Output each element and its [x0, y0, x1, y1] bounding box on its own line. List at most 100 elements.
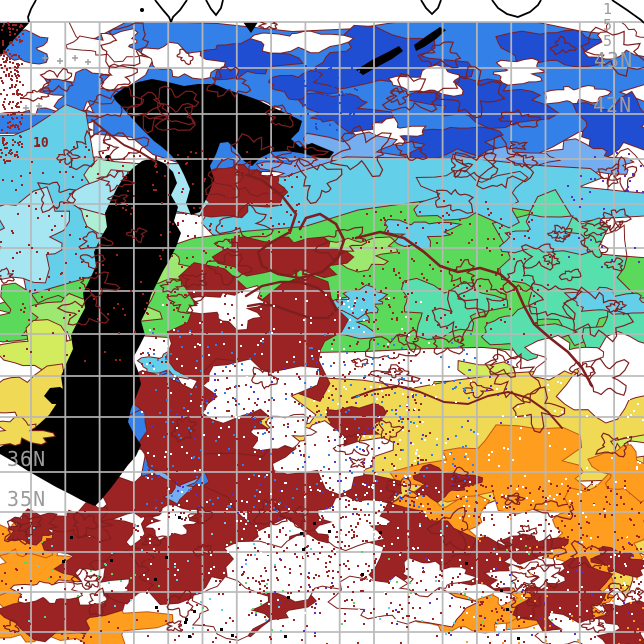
contour-layer — [0, 22, 644, 634]
contour-ring — [187, 505, 214, 525]
latitude-label: 35N — [7, 487, 46, 511]
contour-ring — [364, 333, 422, 360]
speckle-group-darkblue — [300, 61, 360, 132]
sst-region-darkred-77 — [211, 236, 355, 279]
contour-ring — [476, 134, 535, 190]
contour-ring — [512, 386, 566, 434]
contour-ring — [166, 620, 183, 633]
coastline — [205, 0, 224, 17]
contour-ring — [508, 141, 529, 151]
contour-ring — [0, 267, 15, 284]
speckle-group-darkred — [140, 290, 431, 582]
contour-ring — [431, 335, 466, 356]
cross-marker — [57, 58, 63, 64]
contour-ring — [20, 88, 52, 102]
contour-ring — [553, 224, 573, 243]
sst-region-white-102 — [249, 413, 318, 452]
contour-ring — [36, 181, 77, 214]
contour-ring — [66, 129, 111, 171]
contour-ring — [176, 48, 194, 66]
contour-ring — [510, 571, 541, 591]
contour-ring — [230, 133, 285, 181]
contour-ring — [251, 366, 279, 390]
contour-ring — [448, 258, 476, 288]
contour-ring — [397, 329, 419, 354]
contour-ring — [457, 277, 507, 318]
cross-marker — [42, 55, 48, 61]
contour-ring — [79, 254, 107, 270]
contour-ring — [349, 457, 366, 469]
contour-ring — [79, 271, 121, 298]
contour-ring — [213, 238, 240, 253]
contour-ring — [180, 273, 208, 288]
islet-1 — [140, 8, 144, 12]
thermal-front-2 — [351, 385, 563, 429]
speckle-group-darkred — [152, 150, 302, 272]
contour-ring — [594, 432, 633, 458]
longitude-label-char: 5 — [603, 16, 612, 34]
contour-ring — [295, 157, 343, 204]
latitude-label: 43N — [594, 48, 633, 72]
contour-ring — [533, 500, 575, 520]
sst-region-darkblue-10 — [572, 90, 644, 161]
contour-ring — [381, 73, 441, 113]
contour-ring — [606, 582, 630, 602]
contour-ring — [516, 524, 538, 540]
contour-ring — [95, 170, 137, 193]
contour-ring — [417, 41, 462, 69]
contour-ring — [435, 188, 475, 214]
contour-ring — [378, 419, 404, 445]
sst-region-white-95 — [271, 420, 394, 496]
contour-ring — [215, 202, 274, 239]
contour-ring — [350, 357, 370, 368]
coastline — [154, 0, 172, 23]
contour-ring — [431, 289, 487, 344]
sst-region-white-16 — [492, 57, 548, 86]
contour-ring — [154, 102, 196, 131]
contour-ring — [561, 286, 635, 343]
contour-ring — [257, 22, 279, 30]
contour-ring — [313, 226, 368, 261]
contour-ring — [78, 230, 114, 250]
landmass-5 — [414, 27, 446, 51]
coastline — [420, 0, 442, 16]
contour-ring — [106, 194, 130, 205]
speckle-group-orange — [466, 481, 644, 644]
contour-ring — [567, 539, 608, 569]
contour-ring — [143, 85, 200, 126]
contour-ring — [39, 67, 74, 93]
contour-ring — [100, 22, 150, 69]
contour-ring — [125, 227, 148, 244]
contour-ring — [205, 158, 244, 199]
marker-layer — [23, 55, 91, 111]
grid-lines — [0, 21, 644, 644]
landmass-2 — [0, 22, 30, 57]
contour-ring — [450, 158, 474, 179]
contour-ring — [206, 66, 252, 98]
contour-ring — [580, 234, 609, 259]
speckle-group-darkred — [0, 22, 24, 164]
coastline — [27, 0, 37, 23]
coastline — [491, 0, 542, 18]
contour-ring — [590, 602, 613, 614]
contour-ring — [332, 433, 370, 457]
coastline — [170, 0, 188, 23]
contour-ring — [453, 151, 499, 180]
contour-ring — [166, 589, 194, 619]
cross-marker — [23, 105, 29, 111]
contour-ring — [608, 155, 638, 193]
contour-ring — [4, 519, 34, 546]
contour-ring — [170, 416, 197, 443]
contour-ring — [126, 91, 170, 134]
contour-ring — [588, 357, 630, 397]
contour-ring — [529, 282, 583, 321]
contour-ring — [264, 104, 294, 128]
contour-ring — [330, 125, 392, 178]
contour-ring — [72, 511, 99, 539]
contour-ring — [604, 257, 624, 272]
cross-marker — [72, 55, 78, 61]
contour-ring — [549, 35, 577, 56]
contour-ring — [159, 278, 186, 294]
speckle-group-darkred — [460, 480, 644, 644]
speckle-group-darkred — [352, 200, 552, 341]
